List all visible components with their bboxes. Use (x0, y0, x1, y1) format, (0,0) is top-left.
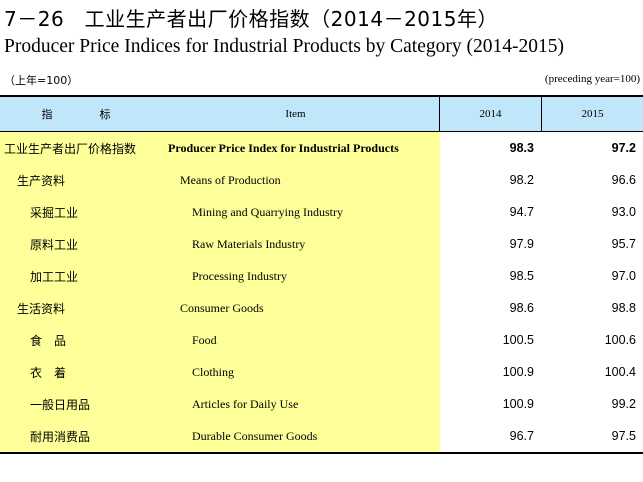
table-body: 工业生产者出厂价格指数 Producer Price Index for Ind… (0, 132, 643, 452)
value-2015: 100.6 (604, 333, 636, 347)
table-row: 工业生产者出厂价格指数 Producer Price Index for Ind… (0, 132, 440, 164)
table-header-row: 指 标 Item 2014 2015 (0, 97, 643, 131)
column-2015: 97.2 96.6 93.0 95.7 97.0 98.8 100.6 100.… (542, 132, 643, 452)
table-row: 耐用消费品 Durable Consumer Goods (0, 420, 440, 452)
row-label-english: Durable Consumer Goods (192, 428, 318, 443)
value-2015: 97.5 (611, 429, 636, 443)
header-year-2014: 2014 (440, 97, 542, 131)
table-row: 生活资料 Consumer Goods (0, 292, 440, 324)
row-label-chinese: 生活资料 (17, 301, 66, 316)
value-2015: 95.7 (611, 237, 636, 251)
row-label-chinese: 工业生产者出厂价格指数 (4, 141, 137, 156)
row-label-chinese: 生产资料 (17, 173, 66, 188)
label-column-block: 工业生产者出厂价格指数 Producer Price Index for Ind… (0, 132, 440, 452)
table-header-rule (0, 131, 643, 132)
value-2014: 98.3 (509, 141, 534, 155)
header-year-2015: 2015 (581, 108, 604, 120)
row-label-english: Consumer Goods (180, 300, 264, 315)
row-label-english: Raw Materials Industry (192, 236, 306, 251)
row-label-chinese: 采掘工业 (30, 205, 79, 220)
row-label-english: Producer Price Index for Industrial Prod… (168, 140, 399, 155)
value-2015: 97.2 (611, 141, 636, 155)
unit-note-english: (preceding year=100) (544, 73, 640, 85)
header-indicator: 指 标 (41, 108, 129, 121)
row-label-chinese: 食 品 (30, 333, 67, 348)
page-title-chinese: 7－26 工业生产者出厂价格指数（2014－2015年） (4, 7, 498, 31)
value-2014: 98.2 (509, 173, 534, 187)
value-columns: 98.3 98.2 94.7 97.9 98.5 98.6 100.5 100.… (440, 132, 643, 452)
table-top-rule (0, 95, 643, 97)
table-row: 一般日用品 Articles for Daily Use (0, 388, 440, 420)
table-row: 食 品 Food (0, 324, 440, 356)
row-label-english: Means of Production (180, 172, 281, 187)
value-2014: 96.7 (509, 429, 534, 443)
value-2015: 93.0 (611, 205, 636, 219)
row-label-english: Food (192, 332, 217, 347)
row-label-chinese: 一般日用品 (30, 397, 91, 412)
column-2014: 98.3 98.2 94.7 97.9 98.5 98.6 100.5 100.… (440, 132, 542, 452)
page-title-english: Producer Price Indices for Industrial Pr… (4, 36, 564, 57)
price-index-table: 指 标 Item 2014 2015 工业生产者出厂价格指数 Producer … (0, 95, 643, 454)
value-2015: 97.0 (611, 269, 636, 283)
row-label-chinese: 耐用消费品 (30, 429, 91, 444)
value-2015: 98.8 (611, 301, 636, 315)
row-label-chinese: 衣 着 (30, 365, 67, 380)
row-label-chinese: 加工工业 (30, 269, 79, 284)
row-label-english: Mining and Quarrying Industry (192, 204, 343, 219)
table-row: 衣 着 Clothing (0, 356, 440, 388)
table-row: 原料工业 Raw Materials Industry (0, 228, 440, 260)
value-2014: 98.6 (509, 301, 534, 315)
table-row: 采掘工业 Mining and Quarrying Industry (0, 196, 440, 228)
value-2015: 100.4 (604, 365, 636, 379)
unit-note-chinese: （上年=100） (4, 74, 79, 87)
table-bottom-rule (0, 452, 643, 454)
value-2014: 100.9 (502, 397, 534, 411)
value-2014: 98.5 (509, 269, 534, 283)
header-item: Item (152, 97, 440, 131)
row-label-english: Processing Industry (192, 268, 287, 283)
row-label-english: Articles for Daily Use (192, 396, 299, 411)
value-2015: 99.2 (611, 397, 636, 411)
value-2014: 94.7 (509, 205, 534, 219)
value-2015: 96.6 (611, 173, 636, 187)
value-2014: 100.9 (502, 365, 534, 379)
row-label-chinese: 原料工业 (30, 237, 79, 252)
row-label-english: Clothing (192, 364, 235, 379)
value-2014: 97.9 (509, 237, 534, 251)
table-row: 生产资料 Means of Production (0, 164, 440, 196)
value-2014: 100.5 (502, 333, 534, 347)
table-row: 加工工业 Processing Industry (0, 260, 440, 292)
